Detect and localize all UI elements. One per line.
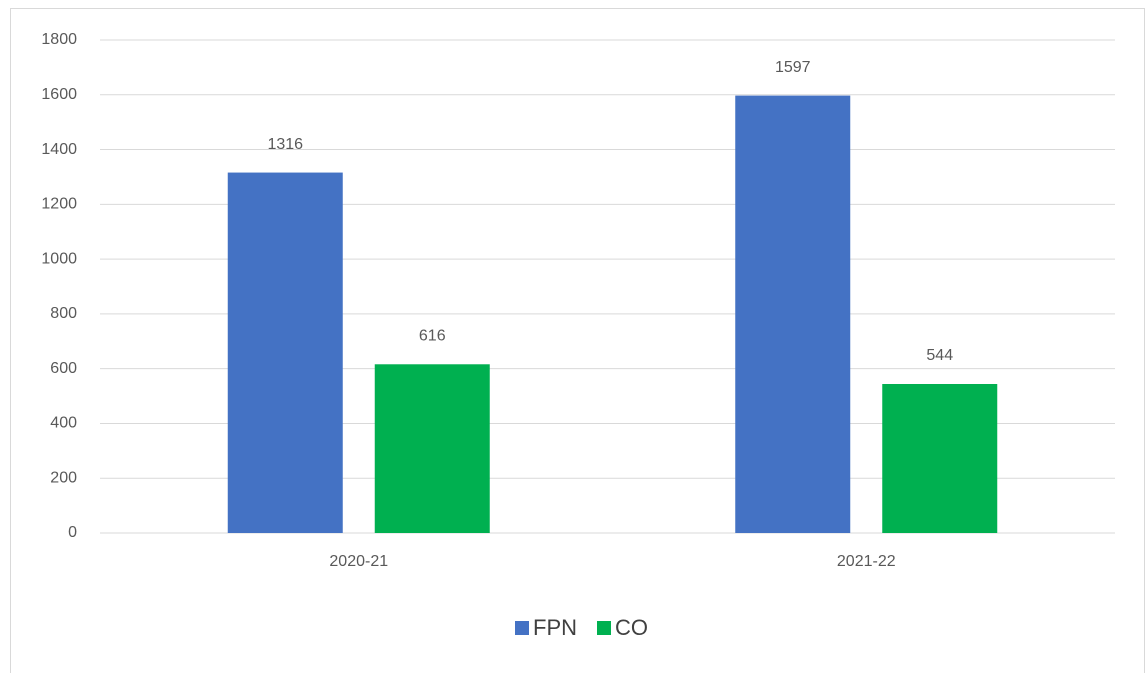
legend-swatch [597,621,611,635]
data-label: 616 [419,328,446,345]
y-tick-label: 400 [50,415,77,432]
y-tick-label: 600 [50,360,77,377]
bar [882,384,998,533]
data-label: 544 [926,347,953,364]
data-label: 1316 [267,136,303,153]
y-tick-label: 800 [50,305,77,322]
y-tick-label: 1000 [41,250,77,267]
y-tick-label: 200 [50,469,77,486]
bar [374,364,490,533]
legend-label: CO [615,615,648,640]
data-label: 1597 [775,59,811,76]
y-tick-label: 1200 [41,196,77,213]
bar [227,172,343,533]
x-tick-label: 2020-21 [329,553,388,570]
bar [735,95,851,534]
chart-border [10,8,1145,673]
x-tick-label: 2021-22 [837,553,896,570]
legend-label: FPN [533,615,577,640]
y-tick-label: 1600 [41,86,77,103]
legend-swatch [515,621,529,635]
y-tick-label: 1400 [41,141,77,158]
y-tick-label: 0 [68,524,77,541]
y-tick-label: 1800 [41,31,77,48]
